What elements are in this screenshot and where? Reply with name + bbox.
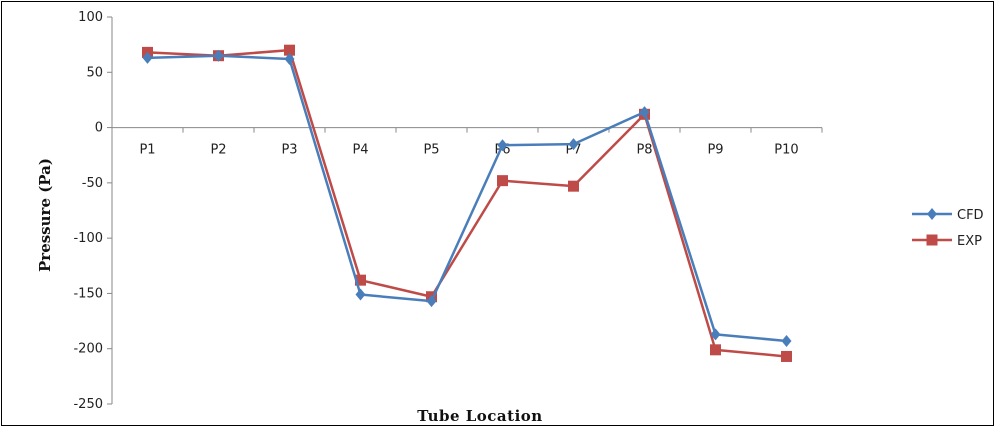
series-layer bbox=[142, 44, 792, 362]
y-tick-label: -200 bbox=[73, 342, 103, 357]
data-point-cfd bbox=[213, 49, 224, 62]
data-point-cfd bbox=[639, 106, 650, 119]
x-tick-label: P2 bbox=[210, 143, 226, 158]
y-tick-label: -250 bbox=[73, 397, 103, 412]
data-point-cfd bbox=[142, 51, 153, 64]
x-tick-label: P9 bbox=[707, 143, 723, 158]
legend: CFD EXP bbox=[912, 208, 984, 249]
y-tick-label: -150 bbox=[73, 286, 103, 301]
series-line-cfd bbox=[147, 54, 787, 343]
y-tick-label: 50 bbox=[86, 65, 103, 80]
y-axis-title: Pressure (Pa) bbox=[36, 158, 54, 272]
x-tick-label: P10 bbox=[774, 143, 798, 158]
data-point-cfd bbox=[781, 334, 792, 347]
data-point-exp bbox=[781, 350, 792, 362]
data-point-exp bbox=[355, 274, 366, 286]
data-point-cfd bbox=[710, 328, 721, 341]
x-axis-title: Tube Location bbox=[417, 407, 542, 425]
data-point-exp bbox=[568, 180, 579, 192]
x-axis: P1P2P3P4P5P6P7P8P9P10 bbox=[111, 127, 823, 158]
x-tick-label: P1 bbox=[139, 143, 155, 158]
x-tick-label: P5 bbox=[423, 143, 439, 158]
data-point-exp bbox=[926, 234, 938, 246]
series-cfd bbox=[142, 49, 792, 347]
x-tick-label: P3 bbox=[281, 143, 297, 158]
legend-label: CFD bbox=[957, 208, 984, 223]
data-point-cfd bbox=[927, 208, 937, 220]
x-tick-label: P4 bbox=[352, 143, 368, 158]
series-line-exp bbox=[147, 48, 787, 358]
legend-item-exp: EXP bbox=[912, 234, 982, 249]
data-point-cfd bbox=[284, 53, 295, 66]
data-point-exp bbox=[710, 344, 721, 356]
data-point-exp bbox=[284, 44, 295, 56]
y-tick-label: 100 bbox=[78, 10, 103, 25]
legend-item-cfd: CFD bbox=[912, 208, 984, 223]
data-point-cfd bbox=[497, 139, 508, 152]
y-tick-label: -100 bbox=[73, 231, 103, 246]
y-axis: 100 50 0 -50 -100 -150 -200 -250 bbox=[73, 10, 113, 412]
data-point-cfd bbox=[426, 295, 437, 308]
data-point-cfd bbox=[355, 288, 366, 301]
legend-label: EXP bbox=[957, 234, 982, 249]
data-point-exp bbox=[497, 175, 508, 187]
data-point-cfd bbox=[568, 138, 579, 151]
y-tick-label: -50 bbox=[82, 176, 103, 191]
y-tick-label: 0 bbox=[95, 121, 103, 136]
x-tick-label: P8 bbox=[636, 143, 652, 158]
series-exp bbox=[142, 44, 792, 362]
